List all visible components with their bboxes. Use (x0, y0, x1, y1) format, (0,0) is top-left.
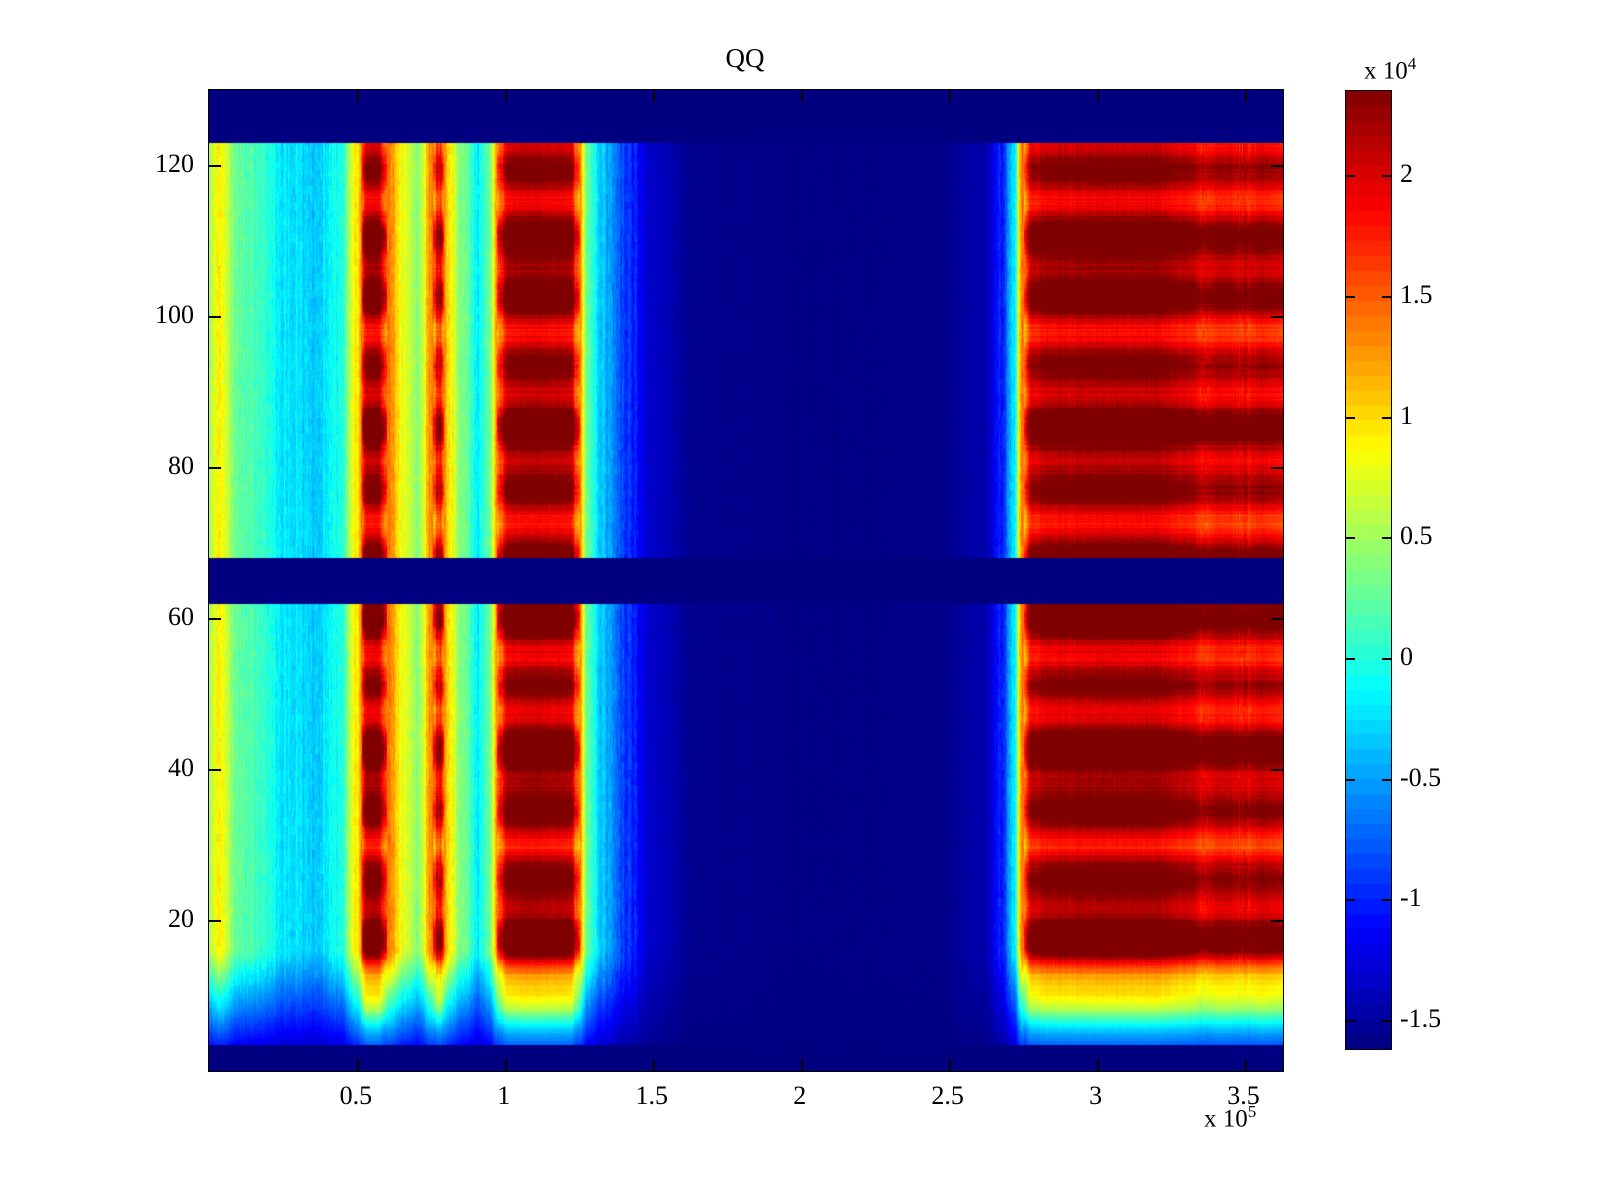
x-tick-mark (1244, 1059, 1247, 1071)
colorbar-tick-mark (1346, 296, 1355, 299)
heatmap-axes[interactable] (208, 89, 1284, 1072)
y-tick-mark-right (1271, 920, 1283, 923)
y-tick-mark (209, 618, 221, 621)
x-tick-mark-top (800, 90, 803, 102)
y-tick-mark-right (1271, 769, 1283, 772)
x-tick-mark (652, 1059, 655, 1071)
colorbar-tick-mark (1346, 899, 1355, 902)
colorbar-tick-mark (1346, 1020, 1355, 1023)
y-tick-label: 100 (155, 300, 194, 330)
xaxis-exponent-text: x 10 (1204, 1105, 1248, 1133)
y-tick-mark-right (1271, 467, 1283, 470)
colorbar-tick-label: 2 (1400, 159, 1413, 189)
colorbar-tick-mark-right (1382, 416, 1391, 419)
y-tick-label: 120 (155, 149, 194, 179)
page-title: QQ (725, 43, 765, 73)
x-tick-label: 1.5 (635, 1081, 669, 1110)
colorbar-tick-label: -1.5 (1400, 1004, 1442, 1034)
x-tick-label: 2.5 (931, 1081, 964, 1110)
colorbar-tick-mark (1346, 416, 1355, 419)
x-tick-mark-top (652, 90, 655, 102)
colorbar-tick-mark-right (1382, 296, 1391, 299)
y-tick-mark (209, 467, 221, 470)
x-tick-mark-top (504, 90, 507, 102)
y-tick-mark (209, 165, 221, 168)
y-tick-mark (209, 769, 221, 772)
colorbar-tick-label: 1 (1400, 400, 1413, 430)
colorbar-exponent-text: x 10 (1364, 57, 1408, 85)
x-tick-mark-top (948, 90, 951, 102)
colorbar-tick-mark (1346, 537, 1355, 540)
colorbar-exponent-power: 4 (1407, 54, 1417, 73)
xaxis-exponent-power: 5 (1247, 1102, 1257, 1121)
x-tick-mark (948, 1059, 951, 1071)
colorbar-tick-mark-right (1382, 658, 1391, 661)
xaxis-exponent-label: x 105 (1204, 1098, 1256, 1133)
x-tick-mark-top (1244, 90, 1247, 102)
colorbar-tick-mark-right (1382, 1020, 1391, 1023)
y-tick-mark (209, 920, 221, 923)
y-tick-label: 80 (168, 451, 194, 481)
x-tick-mark-top (1096, 90, 1099, 102)
colorbar-tick-mark (1346, 175, 1355, 178)
x-tick-label: 3.5 (1227, 1081, 1260, 1110)
colorbar-tick-label: -0.5 (1400, 762, 1442, 792)
x-tick-mark (800, 1059, 803, 1071)
y-tick-mark-right (1271, 165, 1283, 168)
colorbar-tick-label: 1.5 (1400, 280, 1433, 310)
y-tick-label: 40 (168, 753, 194, 783)
colorbar-tick-mark (1346, 658, 1355, 661)
colorbar-tick-label: -1 (1400, 883, 1422, 913)
x-tick-mark (1096, 1059, 1099, 1071)
y-tick-label: 60 (168, 602, 194, 632)
colorbar-gradient (1346, 91, 1391, 1049)
colorbar-tick-mark-right (1382, 899, 1391, 902)
x-tick-mark (356, 1059, 359, 1071)
colorbar-tick-mark-right (1382, 175, 1391, 178)
y-tick-mark-right (1271, 316, 1283, 319)
heatmap-image (209, 90, 1283, 1071)
x-tick-label: 2 (793, 1081, 807, 1110)
colorbar-tick-label: 0 (1400, 642, 1413, 672)
x-tick-mark (504, 1059, 507, 1071)
colorbar-tick-label: 0.5 (1400, 521, 1433, 551)
x-tick-label: 0.5 (339, 1081, 373, 1110)
x-tick-label: 3 (1089, 1081, 1103, 1110)
y-tick-label: 20 (168, 904, 194, 934)
colorbar-tick-mark-right (1382, 778, 1391, 781)
colorbar-exponent-label: x 104 (1364, 50, 1416, 85)
x-tick-mark-top (356, 90, 359, 102)
colorbar[interactable] (1345, 90, 1392, 1050)
x-tick-label: 1 (497, 1081, 511, 1110)
colorbar-tick-mark (1346, 778, 1355, 781)
y-tick-mark-right (1271, 618, 1283, 621)
colorbar-tick-mark-right (1382, 537, 1391, 540)
y-tick-mark (209, 316, 221, 319)
